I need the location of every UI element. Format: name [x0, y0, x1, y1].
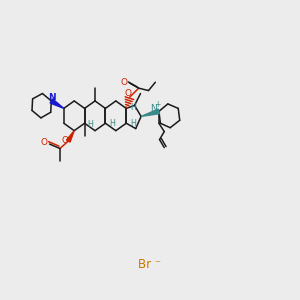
Text: H: H [88, 120, 94, 129]
Text: Br ⁻: Br ⁻ [138, 258, 162, 271]
Text: O: O [125, 89, 132, 98]
Text: H: H [109, 119, 115, 128]
Text: H: H [130, 103, 136, 112]
Text: N: N [150, 104, 157, 113]
Polygon shape [141, 109, 160, 116]
Polygon shape [50, 99, 64, 108]
Text: +: + [154, 100, 161, 109]
Text: O: O [62, 136, 69, 145]
Text: H: H [130, 119, 136, 128]
Polygon shape [67, 131, 74, 142]
Text: O: O [41, 138, 48, 147]
Text: N: N [48, 94, 56, 103]
Text: O: O [120, 78, 127, 87]
